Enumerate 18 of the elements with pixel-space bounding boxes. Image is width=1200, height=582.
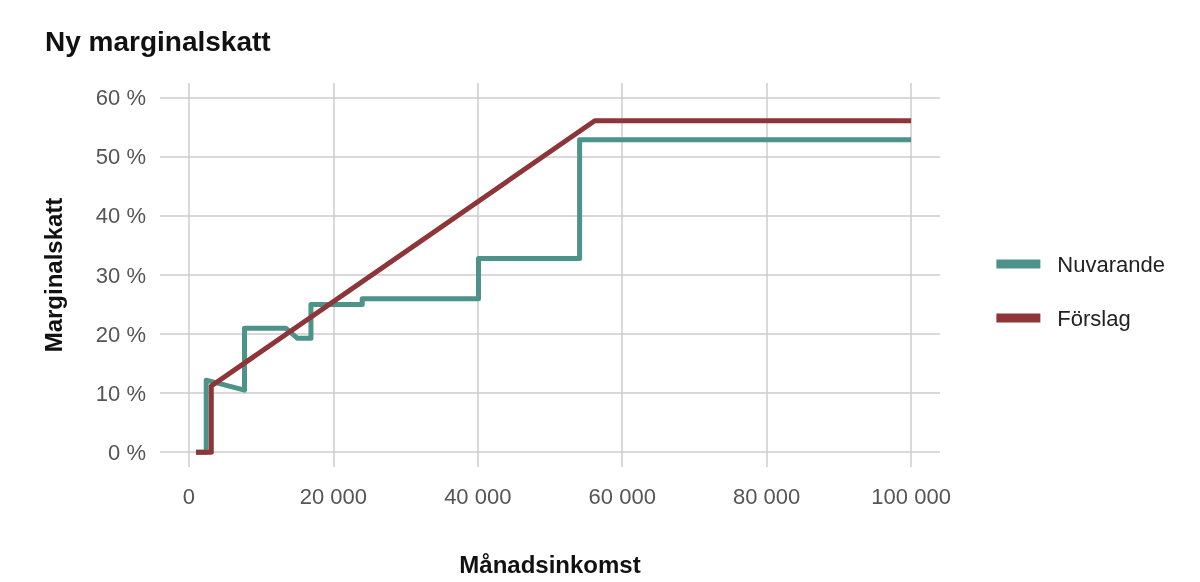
y-tick-label: 60 % bbox=[95, 85, 146, 111]
y-tick-label: 30 % bbox=[95, 262, 146, 288]
x-tick-label: 100 000 bbox=[871, 483, 951, 509]
x-tick-label: 80 000 bbox=[733, 483, 801, 509]
y-axis-title: Marginalskatt bbox=[39, 197, 67, 353]
x-tick-label: 20 000 bbox=[299, 483, 367, 509]
y-tick-label: 10 % bbox=[95, 380, 146, 406]
y-tick-label: 40 % bbox=[95, 203, 146, 229]
legend-label: Förslag bbox=[1057, 305, 1131, 331]
chart-title: Ny marginalskatt bbox=[45, 25, 271, 57]
x-tick-label: 0 bbox=[182, 483, 196, 509]
y-tick-label: 0 % bbox=[108, 439, 146, 465]
legend-label: Nuvarande bbox=[1057, 251, 1166, 277]
y-tick-label: 20 % bbox=[95, 321, 146, 347]
y-tick-label: 50 % bbox=[95, 144, 146, 170]
x-tick-label: 40 000 bbox=[444, 483, 512, 509]
x-axis-title: Månadsinkomst bbox=[459, 550, 641, 578]
x-tick-label: 60 000 bbox=[588, 483, 656, 509]
